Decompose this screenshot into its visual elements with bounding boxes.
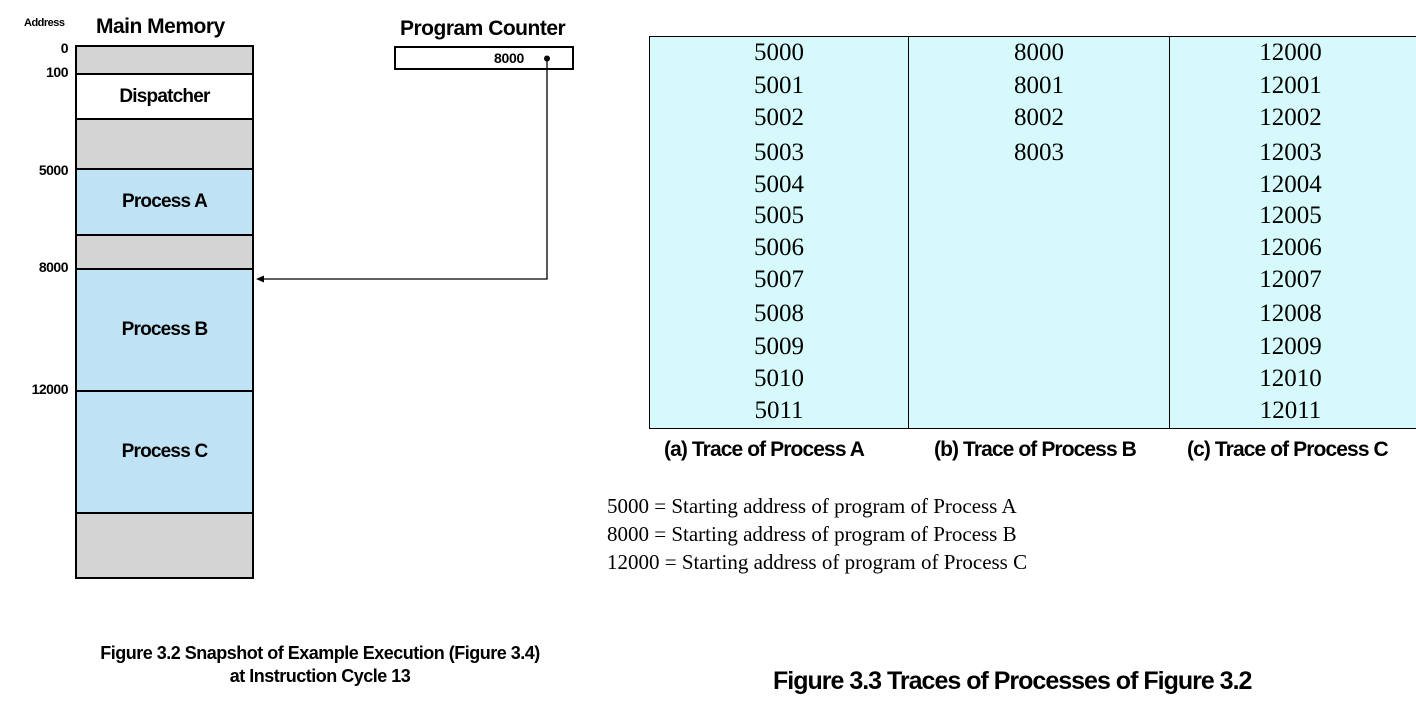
trace-table: 5000 5001 5002 5003 5004 5005 5006 5007 … — [649, 36, 1416, 429]
trace-a-cell: 5008 — [754, 300, 804, 327]
trace-a-cell: 5006 — [754, 234, 804, 261]
trace-c-cell: 12011 — [1259, 397, 1322, 424]
process-a-label: Process A — [121, 191, 208, 212]
process-c-segment: Process C — [77, 390, 252, 514]
trace-column-a: 5000 5001 5002 5003 5004 5005 5006 5007 … — [650, 37, 908, 428]
trace-a-cell: 5005 — [754, 202, 804, 229]
trace-b-cell: 8003 — [1014, 139, 1064, 166]
trace-c-cell: 12000 — [1259, 39, 1322, 66]
trace-a-cell: 5010 — [754, 365, 804, 392]
trace-c-caption: (c) Trace of Process C — [1187, 438, 1389, 461]
dispatcher-segment: Dispatcher — [77, 73, 252, 120]
main-memory-block: Dispatcher Process A Process B Process C — [75, 45, 254, 579]
process-b-label: Process B — [121, 319, 209, 340]
trace-c-cell: 12010 — [1259, 365, 1322, 392]
trace-c-cell: 12004 — [1259, 171, 1322, 198]
address-label-0: 0 — [60, 40, 69, 56]
trace-a-cell: 5007 — [754, 266, 804, 293]
trace-a-cell: 5002 — [754, 104, 804, 131]
trace-a-cell: 5001 — [754, 72, 804, 99]
trace-a-cell: 5000 — [754, 39, 804, 66]
trace-column-c: 12000 12001 12002 12003 12004 12005 1200… — [1169, 37, 1416, 428]
program-counter-title: Program Counter — [400, 17, 566, 40]
address-label-8000: 8000 — [38, 259, 69, 275]
trace-a-cell: 5003 — [754, 139, 804, 166]
trace-b-caption: (b) Trace of Process B — [934, 438, 1137, 461]
program-counter-box: 8000 — [394, 46, 574, 70]
trace-a-cell: 5004 — [754, 171, 804, 198]
address-label-12000: 12000 — [31, 381, 69, 397]
process-a-segment: Process A — [77, 168, 252, 236]
program-counter-value: 8000 — [494, 50, 524, 66]
main-memory-title: Main Memory — [96, 15, 225, 38]
trace-c-cell: 12005 — [1259, 202, 1322, 229]
address-label-100: 100 — [46, 64, 68, 80]
trace-c-cell: 12008 — [1259, 300, 1322, 327]
process-b-segment: Process B — [77, 268, 252, 390]
trace-c-cell: 12002 — [1259, 104, 1322, 131]
trace-a-caption: (a) Trace of Process A — [664, 438, 865, 461]
trace-c-cell: 12001 — [1259, 72, 1322, 99]
trace-c-cell: 12009 — [1259, 333, 1322, 360]
trace-c-cell: 12003 — [1259, 139, 1322, 166]
trace-b-cell: 8001 — [1014, 72, 1064, 99]
legend-line-c: 12000 = Starting address of program of P… — [607, 550, 1028, 574]
trace-c-cell: 12006 — [1259, 234, 1322, 261]
figure-3-2-caption-line2: at Instruction Cycle 13 — [229, 666, 411, 686]
figure-3-2-caption-line1: Figure 3.2 Snapshot of Example Execution… — [100, 643, 540, 663]
dispatcher-label: Dispatcher — [119, 85, 210, 107]
address-header: Address — [24, 17, 65, 29]
legend-line-a: 5000 = Starting address of program of Pr… — [607, 494, 1017, 518]
figure-3-3-caption: Figure 3.3 Traces of Processes of Figure… — [773, 667, 1252, 695]
trace-a-cell: 5011 — [754, 397, 804, 424]
trace-c-cell: 12007 — [1259, 266, 1322, 293]
trace-b-cell: 8002 — [1014, 104, 1064, 131]
trace-b-cell: 8000 — [1014, 39, 1064, 66]
trace-column-b: 8000 8001 8002 8003 — [908, 37, 1169, 428]
trace-a-cell: 5009 — [754, 333, 804, 360]
legend-line-b: 8000 = Starting address of program of Pr… — [607, 522, 1017, 546]
address-label-5000: 5000 — [38, 162, 69, 178]
process-c-label: Process C — [121, 441, 209, 462]
